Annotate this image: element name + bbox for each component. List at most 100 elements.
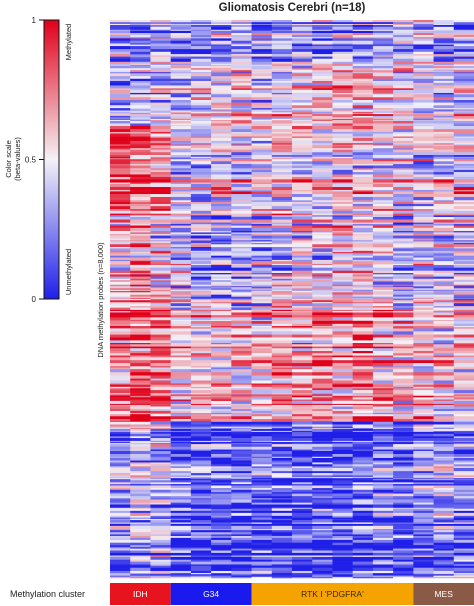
heatmap-cell <box>170 191 192 195</box>
heatmap-cell <box>413 64 434 67</box>
heatmap-cell <box>271 294 293 297</box>
heatmap-cell <box>312 118 333 121</box>
heatmap-cell <box>231 278 252 281</box>
heatmap-cell <box>130 289 151 292</box>
heatmap-cell <box>231 340 252 344</box>
heatmap-cell <box>393 523 414 527</box>
heatmap-cell <box>190 323 212 327</box>
heatmap-cell <box>393 69 414 71</box>
heatmap-cell <box>312 457 333 461</box>
heatmap-cell <box>413 257 434 261</box>
heatmap-cell <box>413 340 434 344</box>
heatmap-cell <box>231 117 252 120</box>
heatmap-cell <box>433 547 455 549</box>
heatmap-cell <box>372 464 394 467</box>
heatmap-cell <box>130 298 151 300</box>
heatmap-cell <box>231 346 252 349</box>
heatmap-cell <box>110 64 131 67</box>
heatmap-cell <box>190 363 212 367</box>
heatmap-cell <box>190 397 212 400</box>
heatmap-cell <box>372 183 394 188</box>
heatmap-cell <box>413 263 434 266</box>
heatmap-cell <box>110 187 131 191</box>
heatmap-cell <box>190 102 212 106</box>
heatmap-cell <box>433 68 455 70</box>
heatmap-cell <box>393 251 414 254</box>
heatmap-cell <box>352 238 374 241</box>
heatmap-cell <box>130 131 151 134</box>
heatmap-cell <box>150 510 171 514</box>
heatmap-cell <box>170 110 192 113</box>
heatmap-cell <box>352 404 374 407</box>
heatmap-cell <box>150 244 171 248</box>
heatmap-cell <box>292 43 313 45</box>
heatmap-cell <box>292 179 313 183</box>
heatmap-cell <box>292 539 313 544</box>
heatmap-cell <box>393 51 414 55</box>
heatmap-cell <box>352 110 374 113</box>
heatmap-cell <box>352 284 374 287</box>
heatmap-cell <box>251 179 273 183</box>
heatmap-cell <box>231 182 252 185</box>
heatmap-cell <box>190 510 212 514</box>
heatmap-cell <box>150 380 171 384</box>
heatmap-cell <box>393 255 414 258</box>
heatmap-cell <box>372 443 394 445</box>
heatmap-cell <box>393 378 414 381</box>
heatmap-cell <box>312 23 333 26</box>
heatmap-cell <box>130 327 151 329</box>
heatmap-cell <box>312 485 333 489</box>
heatmap-cell <box>372 424 394 427</box>
heatmap-cell <box>231 478 252 480</box>
heatmap-cell <box>332 169 353 173</box>
heatmap-cell <box>150 504 171 509</box>
heatmap-cell <box>231 502 252 505</box>
heatmap-cell <box>170 547 192 549</box>
heatmap-cell <box>150 427 171 430</box>
heatmap-cell <box>332 251 353 254</box>
heatmap-cell <box>332 35 353 38</box>
heatmap-cell <box>312 535 333 539</box>
heatmap-cell <box>150 92 171 95</box>
heatmap-cell <box>292 140 313 144</box>
heatmap-cell <box>110 191 131 195</box>
heatmap-cell <box>352 479 374 481</box>
heatmap-cell <box>413 214 434 216</box>
heatmap-cell <box>292 294 313 297</box>
heatmap-cell <box>231 143 252 145</box>
heatmap-cell <box>413 235 434 239</box>
heatmap-cell <box>231 489 252 493</box>
heatmap-cell <box>211 89 232 94</box>
heatmap-cell <box>292 496 313 499</box>
heatmap-cell <box>352 552 374 556</box>
heatmap-cell <box>190 357 212 361</box>
heatmap-cell <box>130 64 151 67</box>
heatmap-cell <box>413 70 434 73</box>
heatmap-cell <box>150 547 171 549</box>
heatmap-cell <box>372 143 394 145</box>
heatmap-cell <box>190 535 212 539</box>
heatmap-cell <box>393 475 414 478</box>
heatmap-cell <box>150 464 171 467</box>
heatmap-cell <box>211 152 232 156</box>
heatmap-cell <box>433 414 455 417</box>
heatmap-cell <box>190 253 212 256</box>
heatmap-cell <box>271 485 293 489</box>
heatmap-cell <box>453 120 474 122</box>
heatmap-cell <box>211 473 232 476</box>
heatmap-cell <box>312 284 333 287</box>
heatmap-cell <box>150 206 171 210</box>
heatmap-cell <box>211 51 232 55</box>
heatmap-cell <box>130 404 151 407</box>
heatmap-cell <box>110 360 131 364</box>
heatmap-cell <box>292 348 313 352</box>
heatmap-cell <box>372 235 394 239</box>
heatmap-cell <box>413 348 434 352</box>
heatmap-cell <box>110 477 131 479</box>
heatmap-cell <box>292 315 313 318</box>
heatmap-cell <box>110 109 131 111</box>
heatmap-cell <box>352 493 374 497</box>
heatmap-cell <box>312 70 333 73</box>
heatmap-cell <box>372 172 394 175</box>
heatmap-cell <box>190 164 212 166</box>
